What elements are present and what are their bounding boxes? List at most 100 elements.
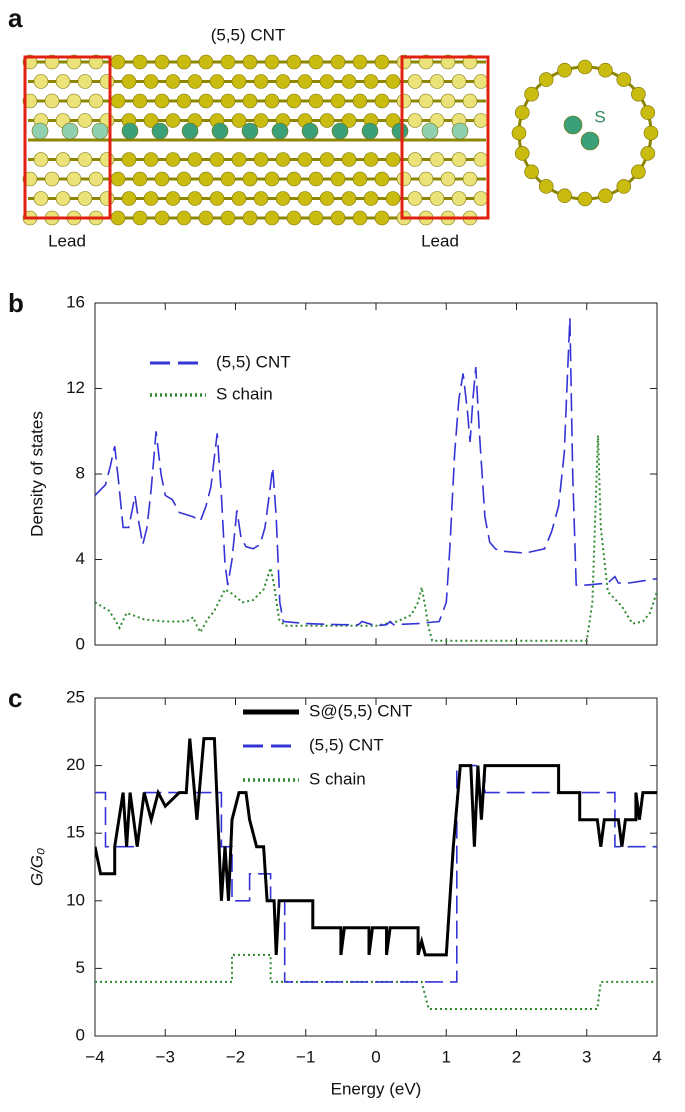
atom — [385, 152, 401, 167]
atom — [330, 210, 346, 226]
atom — [61, 122, 79, 140]
atom — [352, 93, 368, 109]
x-tick-label: 0 — [371, 1047, 380, 1066]
structure-title: (5,5) CNT — [211, 25, 286, 44]
y-tick-label: 0 — [76, 634, 85, 653]
atom — [511, 125, 527, 141]
atom — [275, 152, 291, 167]
atom — [319, 74, 335, 89]
atom — [77, 74, 93, 89]
atom — [110, 93, 126, 109]
atom — [253, 74, 269, 89]
atom — [264, 171, 280, 187]
atom — [374, 210, 390, 226]
atom — [451, 152, 467, 167]
atom — [231, 152, 247, 167]
atom — [297, 191, 313, 206]
atom — [407, 74, 423, 89]
atom — [631, 86, 646, 102]
atom — [352, 210, 368, 226]
atom — [231, 74, 247, 89]
atom — [301, 122, 319, 140]
atom — [198, 54, 214, 70]
x-tick-label: −4 — [85, 1047, 104, 1066]
atom — [154, 210, 170, 226]
atom — [253, 152, 269, 167]
atom — [462, 171, 478, 187]
atom — [616, 72, 632, 87]
x-tick-label: 1 — [442, 1047, 451, 1066]
atom — [407, 191, 423, 206]
atom — [640, 146, 656, 161]
y-tick-label: 10 — [66, 890, 85, 909]
atom — [121, 191, 137, 206]
atom — [121, 74, 137, 89]
atom — [391, 122, 409, 140]
atom — [440, 93, 456, 109]
atom — [253, 113, 269, 128]
y-tick-label: 5 — [76, 958, 85, 977]
atom — [198, 171, 214, 187]
atom — [121, 152, 137, 167]
atom — [44, 171, 60, 187]
panel-label: a — [8, 3, 23, 33]
atom — [319, 191, 335, 206]
atom — [396, 171, 412, 187]
atom — [77, 152, 93, 167]
atom — [407, 152, 423, 167]
atom — [640, 105, 656, 120]
atom — [143, 113, 159, 128]
atom — [132, 93, 148, 109]
atom — [198, 93, 214, 109]
atom — [341, 152, 357, 167]
atom — [242, 210, 258, 226]
lead-label: Lead — [48, 231, 86, 250]
atom — [616, 179, 632, 194]
lead-label: Lead — [421, 231, 459, 250]
atom — [330, 171, 346, 187]
atom — [143, 152, 159, 167]
atom — [385, 191, 401, 206]
atom — [132, 210, 148, 226]
atom — [143, 74, 159, 89]
atom — [31, 122, 49, 140]
atom — [462, 93, 478, 109]
atom — [341, 113, 357, 128]
atom — [308, 171, 324, 187]
atom — [55, 152, 71, 167]
atom — [187, 191, 203, 206]
y-tick-label: 20 — [66, 755, 85, 774]
atom — [643, 125, 659, 141]
x-tick-label: −1 — [296, 1047, 315, 1066]
atom — [165, 191, 181, 206]
atom — [176, 210, 192, 226]
y-tick-label: 12 — [66, 378, 85, 397]
atom — [352, 171, 368, 187]
lead-box — [23, 55, 112, 220]
atom — [242, 54, 258, 70]
atom — [44, 93, 60, 109]
atom — [297, 74, 313, 89]
atom — [187, 152, 203, 167]
atom — [451, 74, 467, 89]
atom — [631, 164, 646, 180]
atom — [264, 54, 280, 70]
atom — [374, 171, 390, 187]
legend-label: S chain — [309, 769, 366, 788]
atom — [538, 179, 554, 194]
series-line — [95, 737, 657, 957]
atom — [286, 171, 302, 187]
atom — [331, 122, 349, 140]
atom — [220, 171, 236, 187]
atom — [473, 191, 489, 206]
atom — [429, 152, 445, 167]
atom — [418, 93, 434, 109]
atom — [154, 93, 170, 109]
x-axis-label: Energy (eV) — [331, 1079, 422, 1098]
atom — [330, 93, 346, 109]
atom — [374, 93, 390, 109]
atom-label: S — [594, 107, 605, 126]
y-tick-label: 0 — [76, 1025, 85, 1044]
panel-label: b — [8, 288, 24, 318]
panel-label: c — [8, 683, 22, 713]
